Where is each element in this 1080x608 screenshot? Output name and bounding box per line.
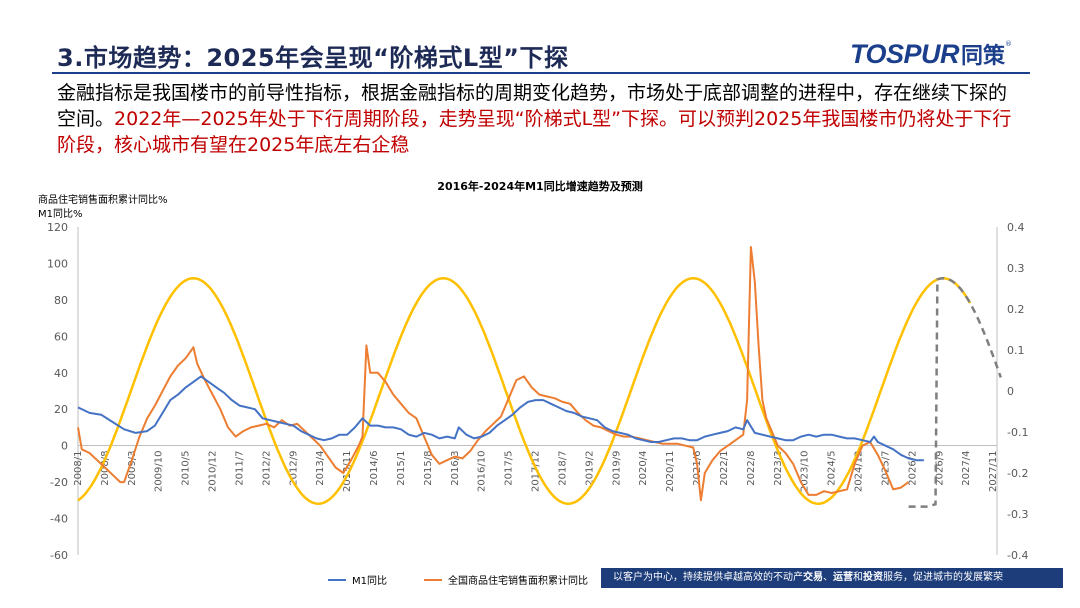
y-left-tick-label: -60: [50, 549, 68, 562]
legend-label-m1: M1同比: [352, 576, 387, 587]
x-tick-label: 2022/8: [746, 451, 757, 486]
y-right-tick-label: -0.3: [1007, 508, 1028, 521]
logo-text-cn: 同策: [961, 44, 1006, 69]
legend-item-sales: 全国商品住宅销售面积累计同比: [424, 572, 588, 587]
title-divider: [52, 72, 1030, 74]
footer-banner: 以客户为中心，持续提供卓越高效的不动产交易、运营和投资服务，促进城市的发展繁荣: [601, 568, 1063, 588]
x-tick-label: 2026/2: [907, 451, 918, 486]
x-tick-label: 2014/6: [369, 451, 380, 486]
y-left-tick-label: 60: [54, 330, 68, 343]
chart-title: 2016年-2024年M1同比增速趋势及预测: [437, 180, 643, 193]
legend-item-m1: M1同比: [328, 572, 387, 587]
x-tick-label: 2018/7: [557, 451, 568, 486]
logo-registered-mark: ®: [1005, 40, 1013, 48]
legend-swatch-m1: [328, 578, 346, 581]
footer-bold-invest: 投资: [863, 572, 883, 583]
y-left-tick-label: 120: [47, 221, 68, 234]
logo-text-en: TOSPUR: [850, 38, 960, 69]
x-tick-label: 2024/5: [827, 451, 838, 486]
paragraph-red: 2022年—2025年处于下行周期阶段，走势呈现“阶梯式L型”下探。可以预判20…: [57, 108, 1012, 156]
x-tick-label: 2016/3: [450, 451, 461, 486]
slide-paragraph: 金融指标是我国楼市的前导性指标，根据金融指标的周期变化趋势，市场处于底部调整的进…: [57, 80, 1017, 158]
y-right-tick-label: -0.4: [1007, 549, 1028, 562]
sales-area-yoy-line: [77, 246, 910, 502]
chart-series: [77, 246, 1002, 508]
y-right-tick-label: 0.2: [1007, 303, 1025, 316]
x-tick-label: 2019/9: [611, 451, 622, 486]
footer-and: 和: [853, 572, 863, 583]
y-axis-label-m1: M1同比%: [38, 209, 83, 220]
slide-title: 3.市场趋势：2025年会呈现“阶梯式L型”下探: [57, 44, 569, 72]
m1-yoy-line: [77, 375, 924, 462]
x-tick-label: 2010/12: [208, 451, 219, 493]
x-tick-label: 2020/11: [665, 451, 676, 493]
forecast-dashed-line: [908, 277, 1002, 508]
chart-axes: 120 100 80 60 40 20 0 -20 -40 -60 0.4 0.3 0.2 0.1 0 -0.…: [47, 221, 1028, 562]
x-tick-label: 2025/7: [880, 451, 891, 486]
y-right-tick-label: 0.1: [1007, 344, 1025, 357]
y-right-tick-label: 0.3: [1007, 262, 1025, 275]
y-right-tick-label: 0.4: [1007, 221, 1025, 234]
x-tick-label: 2012/2: [261, 451, 272, 486]
y-left-tick-label: 20: [54, 403, 68, 416]
footer-text-2: 服务，促进城市的发展繁荣: [883, 572, 1003, 583]
footer-sep: 、: [823, 572, 833, 583]
x-tick-label: 2024/12: [854, 451, 865, 493]
tospur-logo: TOSPUR 同策 ®: [850, 38, 1012, 70]
x-tick-label: 2023/3: [773, 451, 784, 486]
y-right-tick-label: -0.2: [1007, 467, 1028, 480]
x-tick-label: 2022/1: [719, 451, 730, 486]
legend-label-sales: 全国商品住宅销售面积累计同比: [448, 576, 588, 587]
x-tick-label: 2019/2: [584, 451, 595, 486]
x-tick-label: 2023/10: [800, 451, 811, 493]
legend-swatch-sales: [424, 578, 442, 581]
x-tick-label: 2027/4: [961, 451, 972, 486]
footer-text-1: 以客户为中心，持续提供卓越高效的不动产: [613, 572, 803, 583]
y-left-tick-label: -20: [50, 476, 68, 489]
y-axis-label-sales: 商品住宅销售面积累计同比%: [38, 195, 168, 206]
x-tick-label: 2010/5: [181, 451, 192, 486]
y-left-tick-label: 80: [54, 294, 68, 307]
x-tick-label: 2015/1: [396, 451, 407, 486]
x-tick-label: 2013/4: [315, 451, 326, 486]
x-tick-label: 2009/3: [127, 451, 138, 486]
x-tick-label: 2026/9: [934, 451, 945, 486]
x-tick-label: 2013/11: [342, 451, 353, 493]
cycle-sine-line: [77, 277, 972, 506]
y-right-tick-label: 0: [1007, 385, 1014, 398]
x-tick-label: 2027/11: [988, 451, 999, 493]
x-tick-label: 2009/10: [154, 451, 165, 493]
y-left-tick-label: 100: [47, 257, 68, 270]
x-tick-label: 2008/1: [73, 451, 84, 486]
paragraph-black: 金融指标是我国楼市的前导性指标，根据金融指标的周期变化趋势，市场处于底部调整的进…: [57, 82, 1008, 130]
y-left-tick-label: 0: [61, 440, 68, 453]
footer-bold-trade: 交易: [803, 572, 823, 583]
y-left-tick-label: -40: [50, 513, 68, 526]
x-tick-label: 2017/5: [504, 451, 515, 486]
x-tick-label: 2011/7: [234, 451, 245, 486]
x-tick-label: 2020/4: [638, 451, 649, 486]
footer-bold-operation: 运营: [833, 572, 853, 583]
x-tick-label: 2016/10: [477, 451, 488, 493]
x-tick-label: 2015/8: [423, 451, 434, 486]
x-tick-label: 2012/9: [288, 451, 299, 486]
y-left-tick-label: 40: [54, 367, 68, 380]
y-right-tick-label: -0.1: [1007, 426, 1028, 439]
